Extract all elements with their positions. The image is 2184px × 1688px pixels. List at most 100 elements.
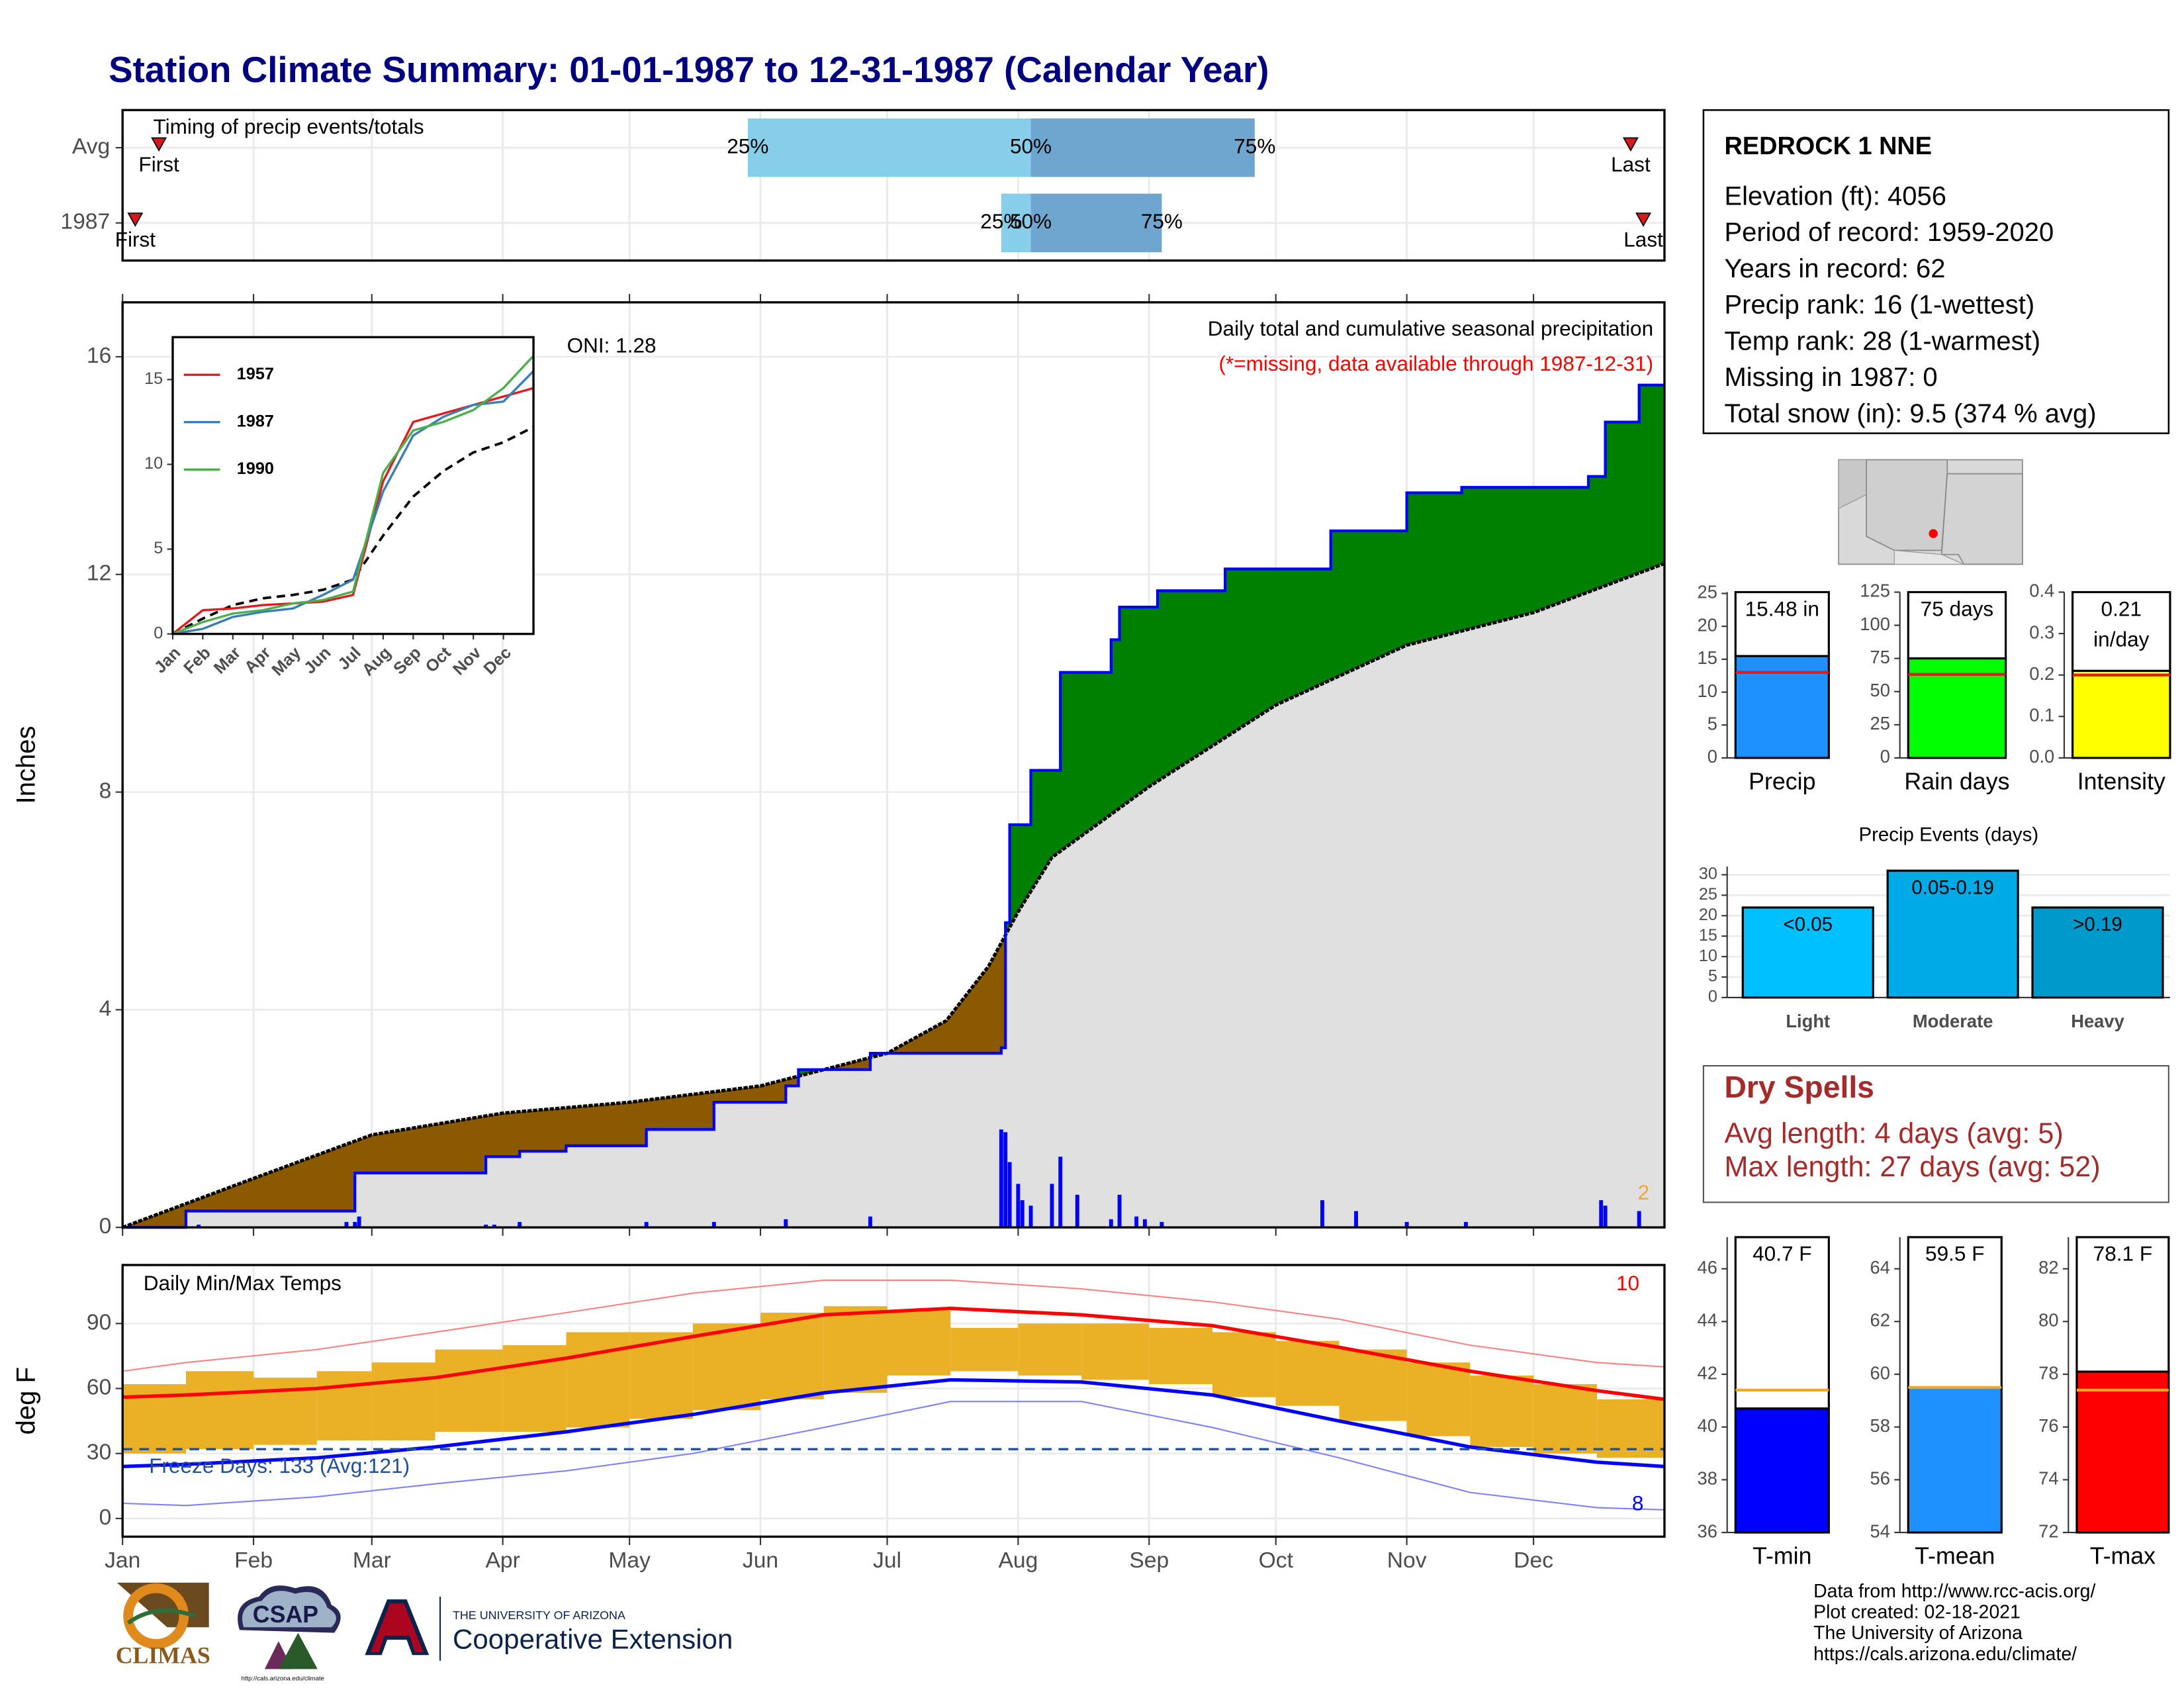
legend-label: 1987 <box>237 412 274 430</box>
daily-precip-bar <box>492 1225 496 1228</box>
info-line: Elevation (ft): 4056 <box>1724 181 1946 211</box>
dry-spells-line: Avg length: 4 days (avg: 5) <box>1724 1118 2063 1150</box>
row-label: 1987 <box>60 210 110 234</box>
y-tick-label: 0 <box>154 624 163 642</box>
daily-precip-bar <box>1117 1194 1122 1228</box>
event-marker <box>1635 212 1652 227</box>
plot-border <box>121 1264 1666 1538</box>
dry-spells-title: Dry Spells <box>1724 1070 1874 1104</box>
ua-logo: THE UNIVERSITY OF ARIZONA Cooperative Ex… <box>365 1596 733 1661</box>
temp-range-bar <box>1275 1340 1340 1406</box>
category-label: Precip <box>1749 768 1815 794</box>
daily-precip-bar <box>1003 1132 1008 1228</box>
average-cumulative-line <box>122 561 1665 1229</box>
y-tick-label: 15 <box>1699 926 1717 945</box>
info-box <box>1702 109 2170 434</box>
daily-precip-bar <box>353 1221 357 1228</box>
event-label: Last <box>1623 227 1663 251</box>
y-tick-label: 46 <box>1698 1257 1717 1278</box>
y-tick-label: 0 <box>99 1505 112 1530</box>
x-tick-label: Dec <box>1514 1548 1553 1573</box>
y-tick-label: 64 <box>1870 1257 1890 1278</box>
x-tick-label: Oct <box>1259 1548 1294 1573</box>
y-tick-label: 74 <box>2038 1468 2058 1489</box>
bar-label: <0.05 <box>1783 914 1833 935</box>
temp-range-bar <box>950 1327 1019 1372</box>
x-tick-label: Jun <box>743 1548 778 1573</box>
y-tick-label: 25 <box>1870 713 1890 733</box>
daily-precip-bar <box>518 1221 522 1228</box>
x-tick-label: Apr <box>485 1548 520 1573</box>
y-tick-label: 90 <box>87 1310 111 1335</box>
value-label-box: 40.7 F <box>1752 1243 1812 1266</box>
quantile-bar <box>1001 193 1031 252</box>
temp-line <box>122 1401 1665 1511</box>
locator-map <box>1838 459 2023 565</box>
value-label-box: 78.1 F <box>2093 1243 2153 1266</box>
temp-range-bar <box>760 1313 824 1399</box>
temp-line <box>122 1279 1665 1372</box>
info-line: Missing in 1987: 0 <box>1724 363 1937 392</box>
temp-range-bar <box>435 1349 503 1432</box>
y-tick-label: 62 <box>1870 1310 1890 1331</box>
value-label: 0.21 in/day <box>2093 597 2150 652</box>
y-tick-label: 0.3 <box>2029 622 2054 642</box>
y-tick-label: 15 <box>1698 647 1717 668</box>
daily-precip-bar <box>1109 1219 1113 1228</box>
daily-precip-bar <box>1050 1184 1054 1228</box>
quantile-bar <box>747 118 1031 177</box>
daily-precip-bar <box>1599 1200 1604 1228</box>
daily-precip-bar <box>1028 1205 1033 1228</box>
value-label: 15.48 in <box>1745 597 1819 622</box>
temp-range-bar <box>692 1323 761 1411</box>
label-box <box>2075 1236 2170 1373</box>
label-box <box>1907 1236 2003 1389</box>
y-tick-label: 5 <box>1707 713 1717 733</box>
plot-border <box>171 336 535 635</box>
temp-range-bar <box>1212 1332 1276 1397</box>
y-tick-label: 78 <box>2038 1362 2058 1383</box>
y-axis-label: deg F <box>12 1367 41 1434</box>
y-tick-label: 76 <box>2038 1415 2058 1436</box>
daily-precip-bar <box>357 1216 361 1228</box>
footer-line: Data from http://www.rcc-acis.org/ <box>1813 1581 2095 1602</box>
y-tick-label: 5 <box>1708 967 1717 986</box>
page-title: Station Climate Summary: 01-01-1987 to 1… <box>109 49 1269 90</box>
category-label: T-max <box>2090 1542 2156 1569</box>
temp-range-bar <box>371 1362 435 1441</box>
panel-title: Timing of precip events/totals <box>154 115 424 138</box>
y-tick-label: 80 <box>2038 1310 2058 1331</box>
info-line: Period of record: 1959-2020 <box>1724 218 2054 247</box>
series-line <box>172 370 535 635</box>
logo-text: THE UNIVERSITY OF ARIZONA <box>453 1609 625 1622</box>
plot-border <box>121 301 1666 1229</box>
daily-precip-bar <box>1058 1156 1063 1228</box>
y-tick-label: 54 <box>1870 1521 1890 1541</box>
category-label: Heavy <box>2071 1011 2124 1031</box>
value-label-box: 0.21 in/day <box>2093 597 2150 652</box>
csap-logo: CSAP http://cals.arizona.edu/climate <box>238 1585 341 1683</box>
panel-title: Daily Min/Max Temps <box>144 1271 341 1295</box>
cumulative-line <box>122 383 1664 1229</box>
label-box <box>2071 590 2171 673</box>
y-tick-label: 58 <box>1870 1415 1890 1436</box>
temp-range-bar <box>316 1371 372 1441</box>
legend-label: 1990 <box>237 459 274 478</box>
y-tick-label: 20 <box>1699 906 1717 924</box>
bar <box>1907 1386 2003 1534</box>
temp-line <box>122 1378 1665 1469</box>
temp-range-bar <box>1081 1323 1150 1380</box>
chart-title: Precip Events (days) <box>1858 824 2038 846</box>
value-label-box: 75 days <box>1921 598 1994 622</box>
dry-spells-line: Max length: 27 days (avg: 52) <box>1724 1151 2100 1183</box>
daily-precip-bar <box>868 1216 872 1228</box>
y-tick-label: 82 <box>2038 1257 2058 1278</box>
footer-line: Plot created: 02-18-2021 <box>1813 1602 2021 1623</box>
y-tick-label: 75 <box>1870 647 1890 667</box>
logo-text: CSAP <box>253 1601 318 1628</box>
station-name: REDROCK 1 NNE <box>1724 132 1932 160</box>
y-tick-label: 12 <box>87 561 111 586</box>
daily-precip-bar <box>1637 1211 1641 1228</box>
